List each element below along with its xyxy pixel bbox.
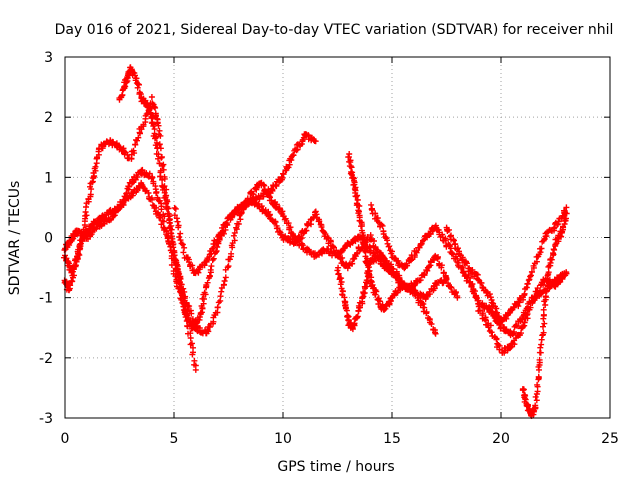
x-tick-label: 0 xyxy=(61,431,70,447)
axis-ticks xyxy=(64,56,611,419)
series-arc-7 xyxy=(334,251,461,333)
y-axis-label: SDTVAR / TECUs xyxy=(7,181,23,296)
y-tick-label: 3 xyxy=(44,50,53,66)
tick-labels: 0 5 10 15 20 25 -3 -2 -1 0 1 2 3 xyxy=(39,50,619,447)
series-arc-12 xyxy=(487,269,570,339)
series-arc-4 xyxy=(61,179,395,337)
y-tick-label: -1 xyxy=(39,291,53,307)
grid-lines xyxy=(65,57,610,418)
chart-title: Day 016 of 2021, Sidereal Day-to-day VTE… xyxy=(55,22,614,38)
series-arc-11 xyxy=(519,209,570,419)
y-tick-label: 2 xyxy=(44,110,53,126)
x-tick-label: 10 xyxy=(274,431,292,447)
y-tick-label: 1 xyxy=(44,170,53,186)
x-tick-label: 15 xyxy=(383,431,401,447)
y-tick-label: 0 xyxy=(44,231,53,247)
series-arc-2 xyxy=(116,64,191,319)
data-series xyxy=(61,64,570,419)
x-tick-label: 25 xyxy=(601,431,619,447)
x-tick-label: 5 xyxy=(170,431,179,447)
x-tick-label: 20 xyxy=(492,431,510,447)
x-axis-label: GPS time / hours xyxy=(277,459,394,475)
y-tick-label: -2 xyxy=(39,351,53,367)
y-tick-label: -3 xyxy=(39,411,53,427)
